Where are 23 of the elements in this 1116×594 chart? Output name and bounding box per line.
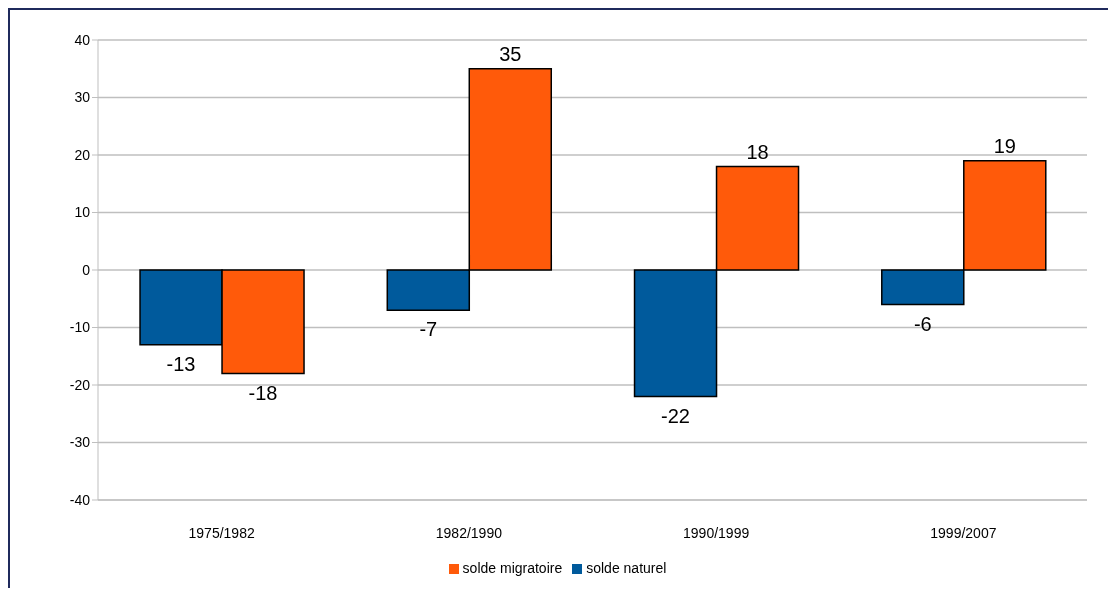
y-tick-label: 40: [74, 31, 91, 48]
y-tick-label: -40: [69, 491, 91, 508]
y-tick-label: -20: [69, 376, 91, 393]
data-label: -7: [419, 318, 438, 341]
y-tick-label: 20: [74, 146, 91, 163]
x-tick-label: 1999/2007: [930, 524, 997, 541]
y-tick-label: 10: [74, 204, 91, 221]
data-label: -6: [913, 312, 932, 335]
y-tick-label: -30: [69, 434, 91, 451]
data-label: 19: [993, 134, 1016, 157]
data-label: 18: [746, 140, 769, 163]
x-tick-label: 1990/1999: [683, 524, 750, 541]
data-label: -18: [248, 381, 278, 404]
legend-label: solde naturel: [586, 560, 667, 576]
data-label: -22: [661, 404, 690, 427]
x-tick-label: 1975/1982: [188, 524, 255, 541]
y-tick-label: -10: [69, 319, 91, 336]
x-tick-label: 1982/1990: [435, 524, 503, 541]
data-label: -13: [166, 352, 196, 375]
data-label: 35: [499, 42, 522, 65]
y-tick-label: 0: [82, 261, 91, 278]
y-tick-label: 30: [74, 89, 91, 106]
legend-label: solde migratoire: [462, 560, 563, 576]
